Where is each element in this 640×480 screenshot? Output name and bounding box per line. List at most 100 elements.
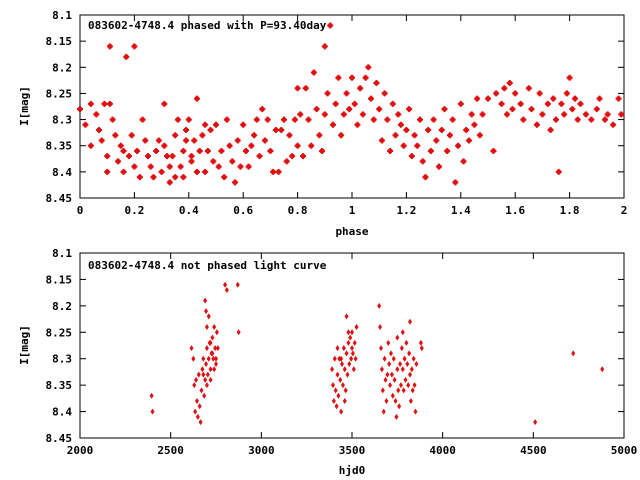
data-point (207, 127, 214, 134)
data-point (194, 398, 199, 404)
data-point (362, 74, 369, 81)
data-point (430, 116, 437, 123)
data-point (392, 132, 399, 139)
y-tick-label: 8.35 (46, 379, 73, 392)
y-tick-label: 8.15 (46, 35, 73, 48)
data-point (399, 345, 404, 352)
y-tick-label: 8.4 (52, 166, 72, 179)
data-point (142, 137, 149, 144)
data-point (267, 147, 274, 154)
data-point (332, 100, 339, 107)
data-point (377, 302, 382, 309)
data-point (106, 100, 113, 107)
data-point (403, 127, 410, 134)
data-point (571, 350, 576, 357)
data-point (210, 334, 215, 341)
data-point (340, 361, 345, 367)
data-point (278, 127, 285, 134)
data-point (327, 22, 334, 29)
data-point (197, 403, 202, 410)
data-point (501, 85, 508, 92)
data-point (376, 106, 383, 113)
data-point (321, 43, 328, 50)
y-tick-label: 8.3 (52, 353, 72, 366)
data-point (294, 142, 301, 149)
data-point (390, 392, 395, 399)
data-point (223, 281, 228, 288)
data-point (395, 334, 400, 341)
data-point (202, 392, 207, 399)
data-point (406, 382, 411, 389)
y-tick-label: 8.2 (52, 300, 72, 313)
data-point (402, 355, 407, 362)
chart-title: 083602-4748.4 phased with P=93.40day (88, 19, 327, 32)
data-point (446, 132, 453, 139)
data-point (413, 408, 418, 415)
data-point (332, 355, 337, 362)
data-point (112, 132, 119, 139)
y-tick-label: 8.2 (52, 61, 72, 74)
data-point (286, 132, 293, 139)
y-tick-label: 8.25 (46, 87, 73, 100)
data-point (414, 142, 421, 149)
data-point (465, 137, 472, 144)
data-point (438, 127, 445, 134)
data-point (339, 355, 344, 362)
data-point (183, 137, 190, 144)
data-point (330, 366, 335, 373)
data-point (270, 168, 277, 175)
data-point (115, 158, 122, 165)
data-point (384, 116, 391, 123)
x-tick-label: 0 (77, 204, 84, 217)
data-point (419, 345, 424, 352)
data-point (398, 361, 403, 367)
data-point (400, 366, 405, 373)
data-point (618, 111, 625, 118)
data-point (425, 127, 432, 134)
data-point (379, 366, 384, 373)
data-point (223, 116, 230, 123)
data-point (476, 132, 483, 139)
data-point (169, 153, 176, 160)
data-point (600, 366, 605, 373)
data-point (596, 95, 603, 102)
data-point (539, 111, 546, 118)
data-point (82, 121, 89, 128)
data-point (212, 366, 217, 373)
data-point (408, 153, 415, 160)
data-point (319, 147, 326, 154)
y-axis-label: I[mag] (18, 325, 31, 365)
y-tick-label: 8.45 (46, 432, 73, 445)
data-point (370, 116, 377, 123)
data-point (345, 371, 350, 378)
data-point (427, 147, 434, 154)
data-point (389, 371, 394, 378)
x-tick-label: 2 (621, 204, 628, 217)
x-tick-label: 0.6 (233, 204, 253, 217)
data-point (215, 345, 220, 352)
data-point (400, 142, 407, 149)
data-point (305, 116, 312, 123)
data-point (347, 361, 352, 367)
data-point (449, 116, 456, 123)
data-point (283, 158, 290, 165)
data-point (344, 313, 349, 320)
data-point (338, 376, 343, 383)
data-point (408, 371, 413, 378)
data-point (349, 355, 354, 362)
data-point (297, 111, 304, 118)
data-point (208, 376, 213, 383)
data-point (525, 85, 532, 92)
y-tick-label: 8.45 (46, 192, 73, 205)
chart-title: 083602-4748.4 not phased light curve (88, 259, 327, 272)
data-point (224, 287, 229, 293)
y-tick-label: 8.25 (46, 326, 73, 339)
data-point (204, 147, 211, 154)
data-point (120, 147, 127, 154)
data-point (242, 147, 249, 154)
data-point (354, 121, 361, 128)
data-point (386, 339, 391, 346)
data-point (536, 90, 543, 97)
data-point (150, 174, 157, 181)
data-point (339, 408, 344, 415)
